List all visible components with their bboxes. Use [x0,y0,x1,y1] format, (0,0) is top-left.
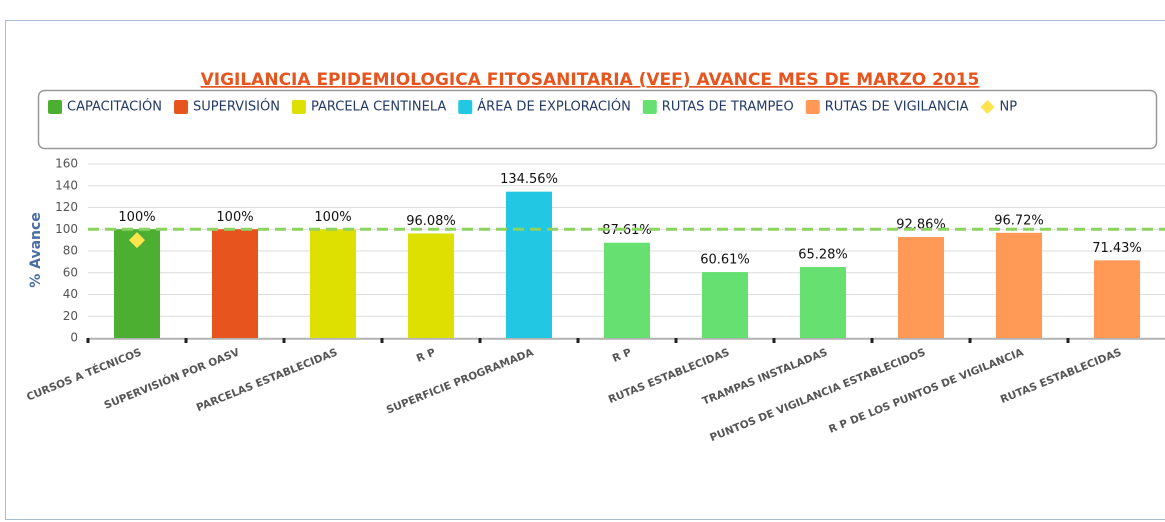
marker [129,232,145,249]
data-label: 71.43% [1092,241,1142,256]
y-tick-label: 60 [63,265,78,279]
x-tick [86,338,90,343]
x-tick [478,338,482,343]
bar [310,229,356,338]
bar [1094,260,1140,338]
legend-symbol [642,100,657,114]
bar [212,229,258,338]
x-tick-label: R P DE LOS PUNTOS DE VIGILANCIA [827,346,1026,436]
bar [996,232,1042,338]
legend-label: NP [999,100,1017,115]
data-label: 96.08% [406,214,456,229]
x-tick [1066,338,1070,343]
data-label: 134.56% [500,172,558,187]
legend-box [37,89,1158,150]
data-label: 100% [314,210,351,225]
legend-symbol [980,100,995,114]
data-label: 87.61% [602,223,652,238]
y-tick-label: 140 [55,178,78,192]
y-tick-label: 100 [55,222,78,236]
legend-label: ÁREA DE EXPLORACIÓN [477,99,631,115]
legend-label: CAPACITACIÓN [67,99,162,115]
bar [604,242,650,338]
bar [702,272,748,338]
y-tick-label: 0 [70,331,78,345]
legend-label: SUPERVISIÓN [193,99,280,115]
x-tick [968,338,972,343]
x-tick [576,338,580,343]
legend-label: PARCELA CENTINELA [311,100,446,115]
x-tick [772,338,776,343]
chart-title: VIGILANCIA EPIDEMIOLOGICA FITOSANITARIA … [201,70,980,90]
data-label: 65.28% [798,248,848,263]
y-tick-label: 120 [55,200,78,214]
y-tick-label: 80 [63,244,78,258]
y-tick-label: 20 [63,309,78,323]
legend-symbol [291,100,306,114]
y-axis-label: % Avance [28,212,44,288]
bar [408,233,454,338]
x-tick-label: R P [611,346,634,365]
y-tick-label: 40 [63,287,78,301]
x-tick [674,338,678,343]
bar [800,267,846,338]
legend-symbol [458,100,473,114]
data-label: 100% [216,210,253,225]
x-tick-label: R P [415,346,438,365]
legend-symbol [174,100,189,114]
bar [898,237,944,338]
legend-label: RUTAS DE VIGILANCIA [825,100,969,115]
x-tick [380,338,384,343]
x-tick [184,338,188,343]
legend-label: RUTAS DE TRAMPEO [662,100,794,115]
x-tick [870,338,874,343]
frame [5,20,1165,520]
data-label: 60.61% [700,253,750,268]
x-tick-label: SUPERFICIE PROGRAMADA [385,346,536,416]
y-tick-label: 160 [55,157,78,171]
legend-symbol [805,100,820,114]
legend-symbol [48,100,62,114]
data-label: 100% [118,210,155,225]
x-tick [282,338,286,343]
data-label: 96.72% [994,213,1044,228]
bar [506,191,552,338]
